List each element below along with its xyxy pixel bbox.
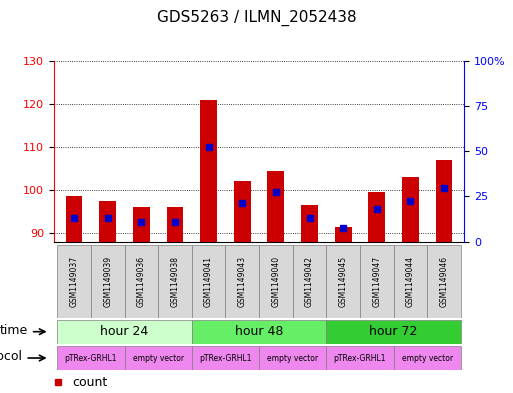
Text: pTRex-GRHL1: pTRex-GRHL1 <box>334 354 386 362</box>
Bar <box>125 245 158 318</box>
Text: GSM1149041: GSM1149041 <box>204 256 213 307</box>
Text: GSM1149045: GSM1149045 <box>339 255 348 307</box>
Text: empty vector: empty vector <box>402 354 453 362</box>
Text: GSM1149043: GSM1149043 <box>238 255 247 307</box>
Bar <box>100 201 116 242</box>
Bar <box>91 245 125 318</box>
Bar <box>158 245 192 318</box>
Bar <box>66 196 83 242</box>
Bar <box>402 177 419 242</box>
Text: empty vector: empty vector <box>267 354 318 362</box>
Text: GSM1149037: GSM1149037 <box>70 255 78 307</box>
Bar <box>360 245 393 318</box>
Bar <box>326 320 461 344</box>
Bar <box>436 160 452 242</box>
Text: GSM1149044: GSM1149044 <box>406 255 415 307</box>
Bar <box>225 245 259 318</box>
Bar <box>368 192 385 242</box>
Bar <box>200 100 217 242</box>
Bar <box>301 205 318 242</box>
Text: GSM1149036: GSM1149036 <box>137 255 146 307</box>
Bar <box>326 245 360 318</box>
Bar <box>57 346 125 370</box>
Text: GSM1149042: GSM1149042 <box>305 256 314 307</box>
Bar <box>192 320 326 344</box>
Bar <box>133 207 150 242</box>
Bar <box>335 227 351 242</box>
Text: time: time <box>0 324 28 337</box>
Bar <box>192 245 225 318</box>
Text: hour 72: hour 72 <box>369 325 418 338</box>
Text: pTRex-GRHL1: pTRex-GRHL1 <box>199 354 252 362</box>
Text: pTRex-GRHL1: pTRex-GRHL1 <box>65 354 117 362</box>
Text: hour 48: hour 48 <box>235 325 283 338</box>
Text: hour 24: hour 24 <box>101 325 149 338</box>
Bar <box>192 346 259 370</box>
Bar <box>267 171 284 242</box>
Text: empty vector: empty vector <box>132 354 184 362</box>
Bar <box>393 245 427 318</box>
Text: GSM1149039: GSM1149039 <box>103 255 112 307</box>
Text: GSM1149047: GSM1149047 <box>372 255 381 307</box>
Text: count: count <box>72 376 108 389</box>
Text: protocol: protocol <box>0 350 23 363</box>
Bar <box>293 245 326 318</box>
Bar <box>167 207 183 242</box>
Bar <box>259 245 293 318</box>
Bar <box>427 245 461 318</box>
Bar <box>234 182 251 242</box>
Bar <box>57 245 91 318</box>
Bar <box>259 346 326 370</box>
Text: GSM1149040: GSM1149040 <box>271 255 281 307</box>
Bar <box>125 346 192 370</box>
Text: GSM1149046: GSM1149046 <box>440 255 448 307</box>
Text: GDS5263 / ILMN_2052438: GDS5263 / ILMN_2052438 <box>156 10 357 26</box>
Bar <box>57 320 192 344</box>
Text: GSM1149038: GSM1149038 <box>170 256 180 307</box>
Bar <box>326 346 393 370</box>
Bar <box>393 346 461 370</box>
